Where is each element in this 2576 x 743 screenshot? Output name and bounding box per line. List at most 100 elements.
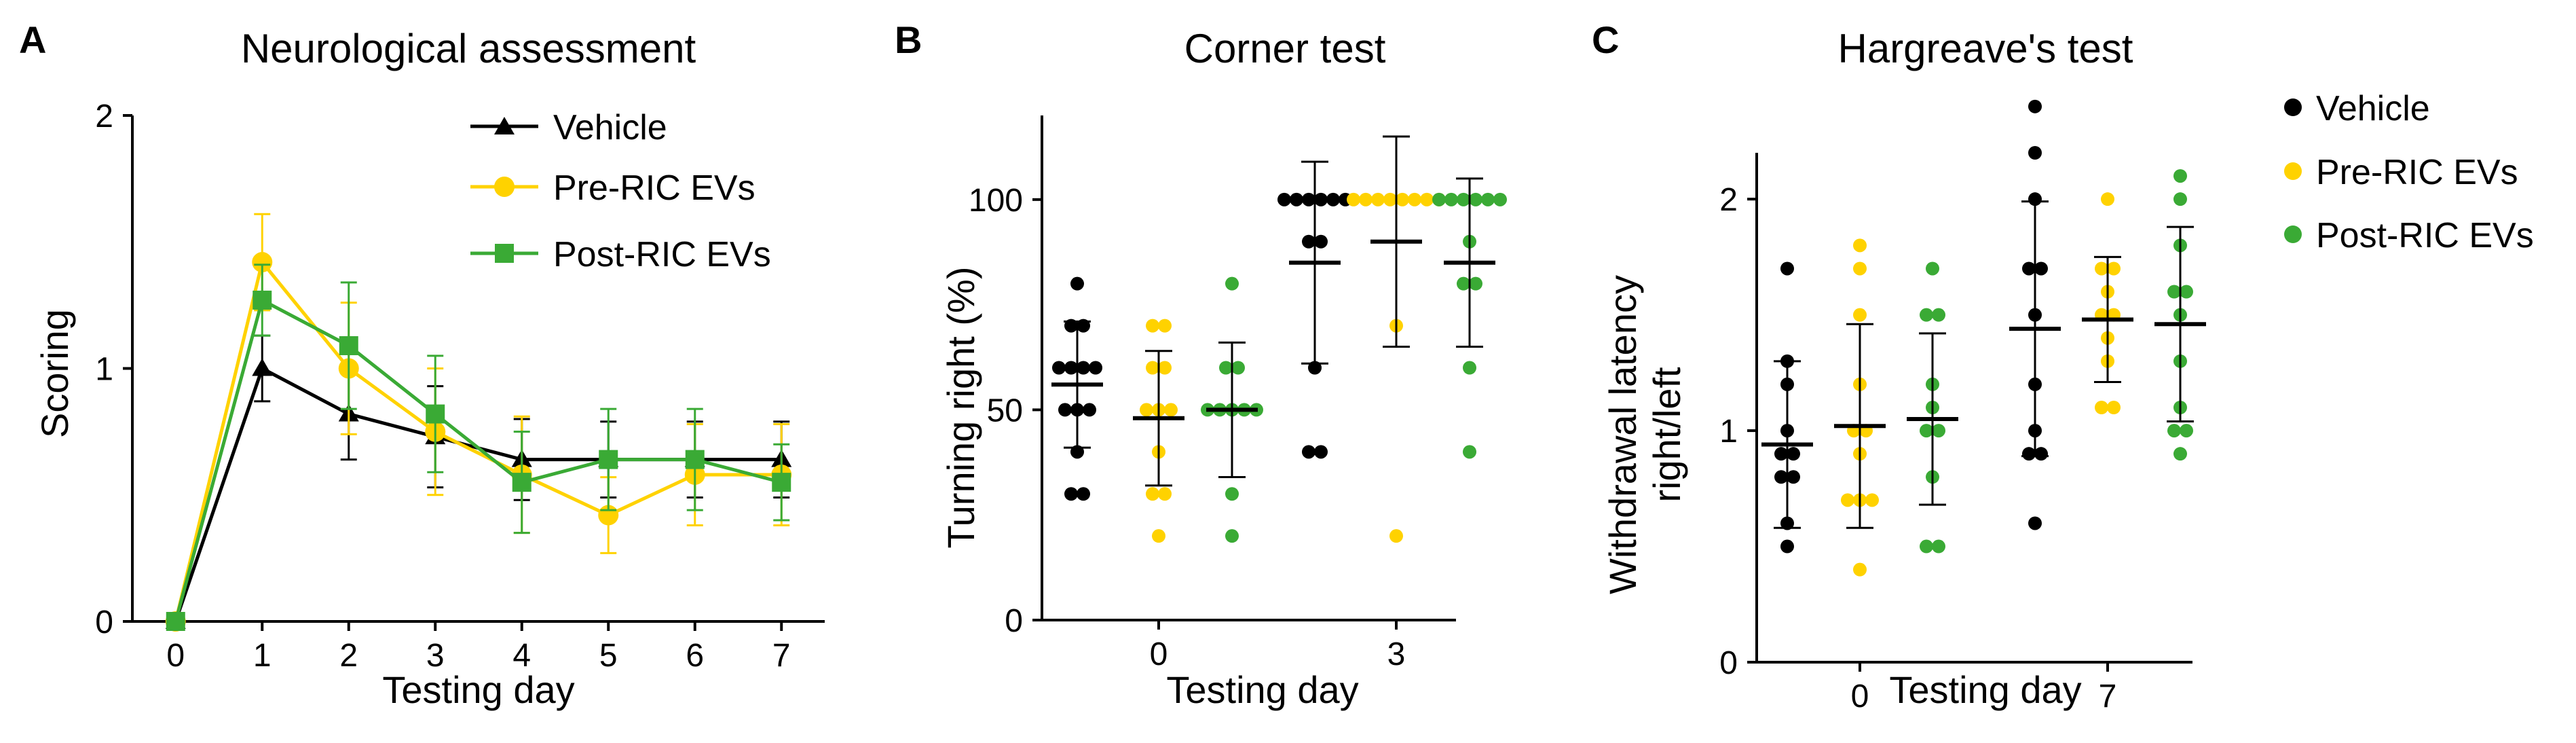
data-point	[2180, 424, 2193, 438]
data-point	[1853, 308, 1867, 322]
data-point	[1774, 470, 1788, 484]
legend-vehicle-marker	[494, 117, 515, 134]
data-point	[253, 290, 272, 310]
data-point	[1225, 529, 1239, 543]
y-tick-label: 1	[95, 352, 113, 388]
data-point	[1463, 445, 1476, 459]
data-point	[1396, 192, 1409, 206]
data-point	[1787, 447, 1800, 461]
data-point	[2180, 285, 2193, 299]
data-point	[1371, 192, 1385, 206]
data-point	[1780, 261, 1794, 276]
series-post-ric-evs	[1201, 177, 1507, 543]
panel-b: B Corner test Testing day Turning right …	[895, 18, 1507, 711]
y-tick-label: 100	[969, 183, 1023, 219]
data-point	[1469, 276, 1482, 291]
data-point	[1052, 361, 1066, 375]
data-point	[1853, 238, 1867, 253]
data-point	[339, 336, 358, 355]
x-tick-label: 0	[1150, 636, 1168, 672]
legend-pre-label: Pre-RIC EVs	[553, 168, 755, 208]
data-point	[1841, 493, 1854, 507]
data-point	[1225, 487, 1239, 501]
data-point	[1383, 192, 1397, 206]
data-point	[2028, 99, 2042, 113]
data-point	[2173, 169, 2187, 183]
data-point	[1089, 361, 1102, 375]
legend-c-vehicle-marker	[2284, 98, 2302, 116]
panel-a-legend: Vehicle Pre-RIC EVs Post-RIC EVs	[470, 108, 771, 274]
series-vehicle	[1761, 99, 2061, 554]
data-point	[1774, 447, 1788, 461]
x-tick-label: 7	[2099, 678, 2117, 714]
legend-c-vehicle-label: Vehicle	[2316, 89, 2430, 128]
panel-b-title: Corner test	[1184, 26, 1386, 71]
legend-post-marker	[495, 244, 514, 263]
data-point	[1932, 539, 1945, 554]
y-tick-label: 2	[1719, 182, 1738, 218]
data-point	[1463, 361, 1476, 375]
data-point	[1225, 276, 1239, 291]
data-point	[2028, 192, 2042, 206]
data-point	[2095, 261, 2108, 276]
data-point	[1359, 192, 1373, 206]
legend-c-pre-marker	[2284, 162, 2302, 180]
data-point	[1326, 192, 1340, 206]
panel-a-letter: A	[19, 18, 46, 61]
data-point	[1064, 361, 1078, 375]
y-tick-label: 0	[1719, 645, 1738, 681]
x-tick-label: 1	[253, 638, 272, 674]
data-point	[1146, 361, 1159, 375]
data-point	[2022, 447, 2036, 461]
data-point	[772, 473, 791, 492]
panel-c-ylabel: Withdrawal latency	[1601, 275, 1644, 594]
data-point	[1070, 276, 1084, 291]
data-point	[252, 358, 273, 376]
series-post-ric-evs	[166, 264, 791, 631]
legend-c-post-marker	[2284, 225, 2302, 243]
data-point	[1493, 192, 1507, 206]
x-tick-label: 7	[772, 638, 791, 674]
panel-c-title: Hargreave's test	[1838, 26, 2133, 71]
data-point	[1853, 562, 1867, 577]
data-point	[2107, 401, 2121, 414]
series-pre-ric-evs	[165, 213, 792, 632]
data-point	[2034, 261, 2048, 276]
panel-c-letter: C	[1592, 18, 1619, 61]
data-point	[2167, 424, 2181, 438]
data-point	[166, 612, 185, 631]
data-point	[1932, 424, 1945, 438]
y-tick-label: 0	[95, 604, 113, 640]
series-pre-ric-evs	[1834, 192, 2133, 577]
data-point	[1389, 529, 1403, 543]
data-point	[1290, 192, 1303, 206]
data-point	[1920, 424, 1933, 438]
data-point	[1932, 308, 1945, 322]
y-tick-label: 50	[987, 393, 1023, 429]
panel-a-ylabel: Scoring	[33, 309, 76, 438]
data-point	[1469, 192, 1482, 206]
panel-a: A Neurological assessment Testing day Sc…	[19, 18, 825, 711]
x-tick-label: 6	[686, 638, 704, 674]
data-point	[1481, 192, 1495, 206]
data-point	[1314, 445, 1328, 459]
data-point	[2167, 285, 2181, 299]
y-tick-label: 0	[1005, 603, 1023, 639]
legend-vehicle-label: Vehicle	[553, 108, 667, 147]
data-point	[1077, 487, 1090, 501]
data-point	[1787, 470, 1800, 484]
data-point	[1146, 487, 1159, 501]
series-pre-ric-evs	[1133, 135, 1446, 543]
data-point	[1314, 192, 1328, 206]
data-point	[2028, 516, 2042, 530]
y-tick-label: 1	[1719, 414, 1738, 450]
data-point	[1302, 234, 1315, 249]
data-point	[1865, 493, 1879, 507]
data-point	[1780, 539, 1794, 554]
data-point	[2107, 261, 2121, 276]
x-tick-label: 0	[1851, 678, 1869, 714]
series-line	[174, 365, 782, 622]
x-tick-label: 5	[599, 638, 618, 674]
data-point	[2028, 146, 2042, 160]
data-point	[1158, 487, 1172, 501]
